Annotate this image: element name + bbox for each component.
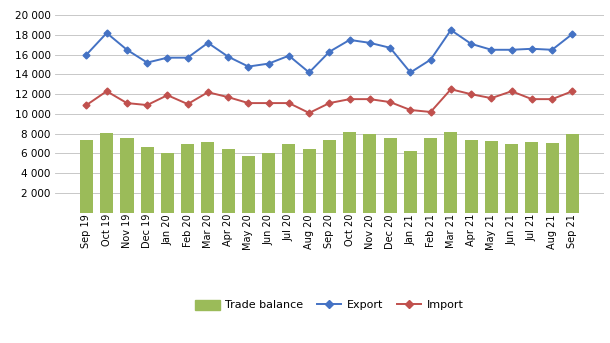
Bar — [161, 153, 174, 213]
Bar — [424, 138, 437, 213]
Bar — [525, 142, 539, 213]
Bar — [120, 138, 134, 213]
Bar — [201, 142, 215, 213]
Bar — [364, 134, 376, 213]
Bar — [262, 153, 275, 213]
Bar — [444, 132, 458, 213]
Bar — [566, 134, 579, 213]
Bar — [465, 140, 478, 213]
Bar — [100, 133, 113, 213]
Bar — [140, 146, 154, 213]
Bar — [242, 156, 255, 213]
Bar — [323, 140, 336, 213]
Bar — [384, 138, 396, 213]
Legend: Trade balance, Export, Import: Trade balance, Export, Import — [191, 295, 468, 315]
Bar — [303, 150, 316, 213]
Bar — [485, 141, 498, 213]
Bar — [505, 144, 518, 213]
Bar — [404, 152, 417, 213]
Bar — [545, 143, 559, 213]
Bar — [343, 132, 356, 213]
Bar — [80, 140, 93, 213]
Bar — [221, 150, 235, 213]
Bar — [282, 144, 295, 213]
Bar — [181, 144, 194, 213]
